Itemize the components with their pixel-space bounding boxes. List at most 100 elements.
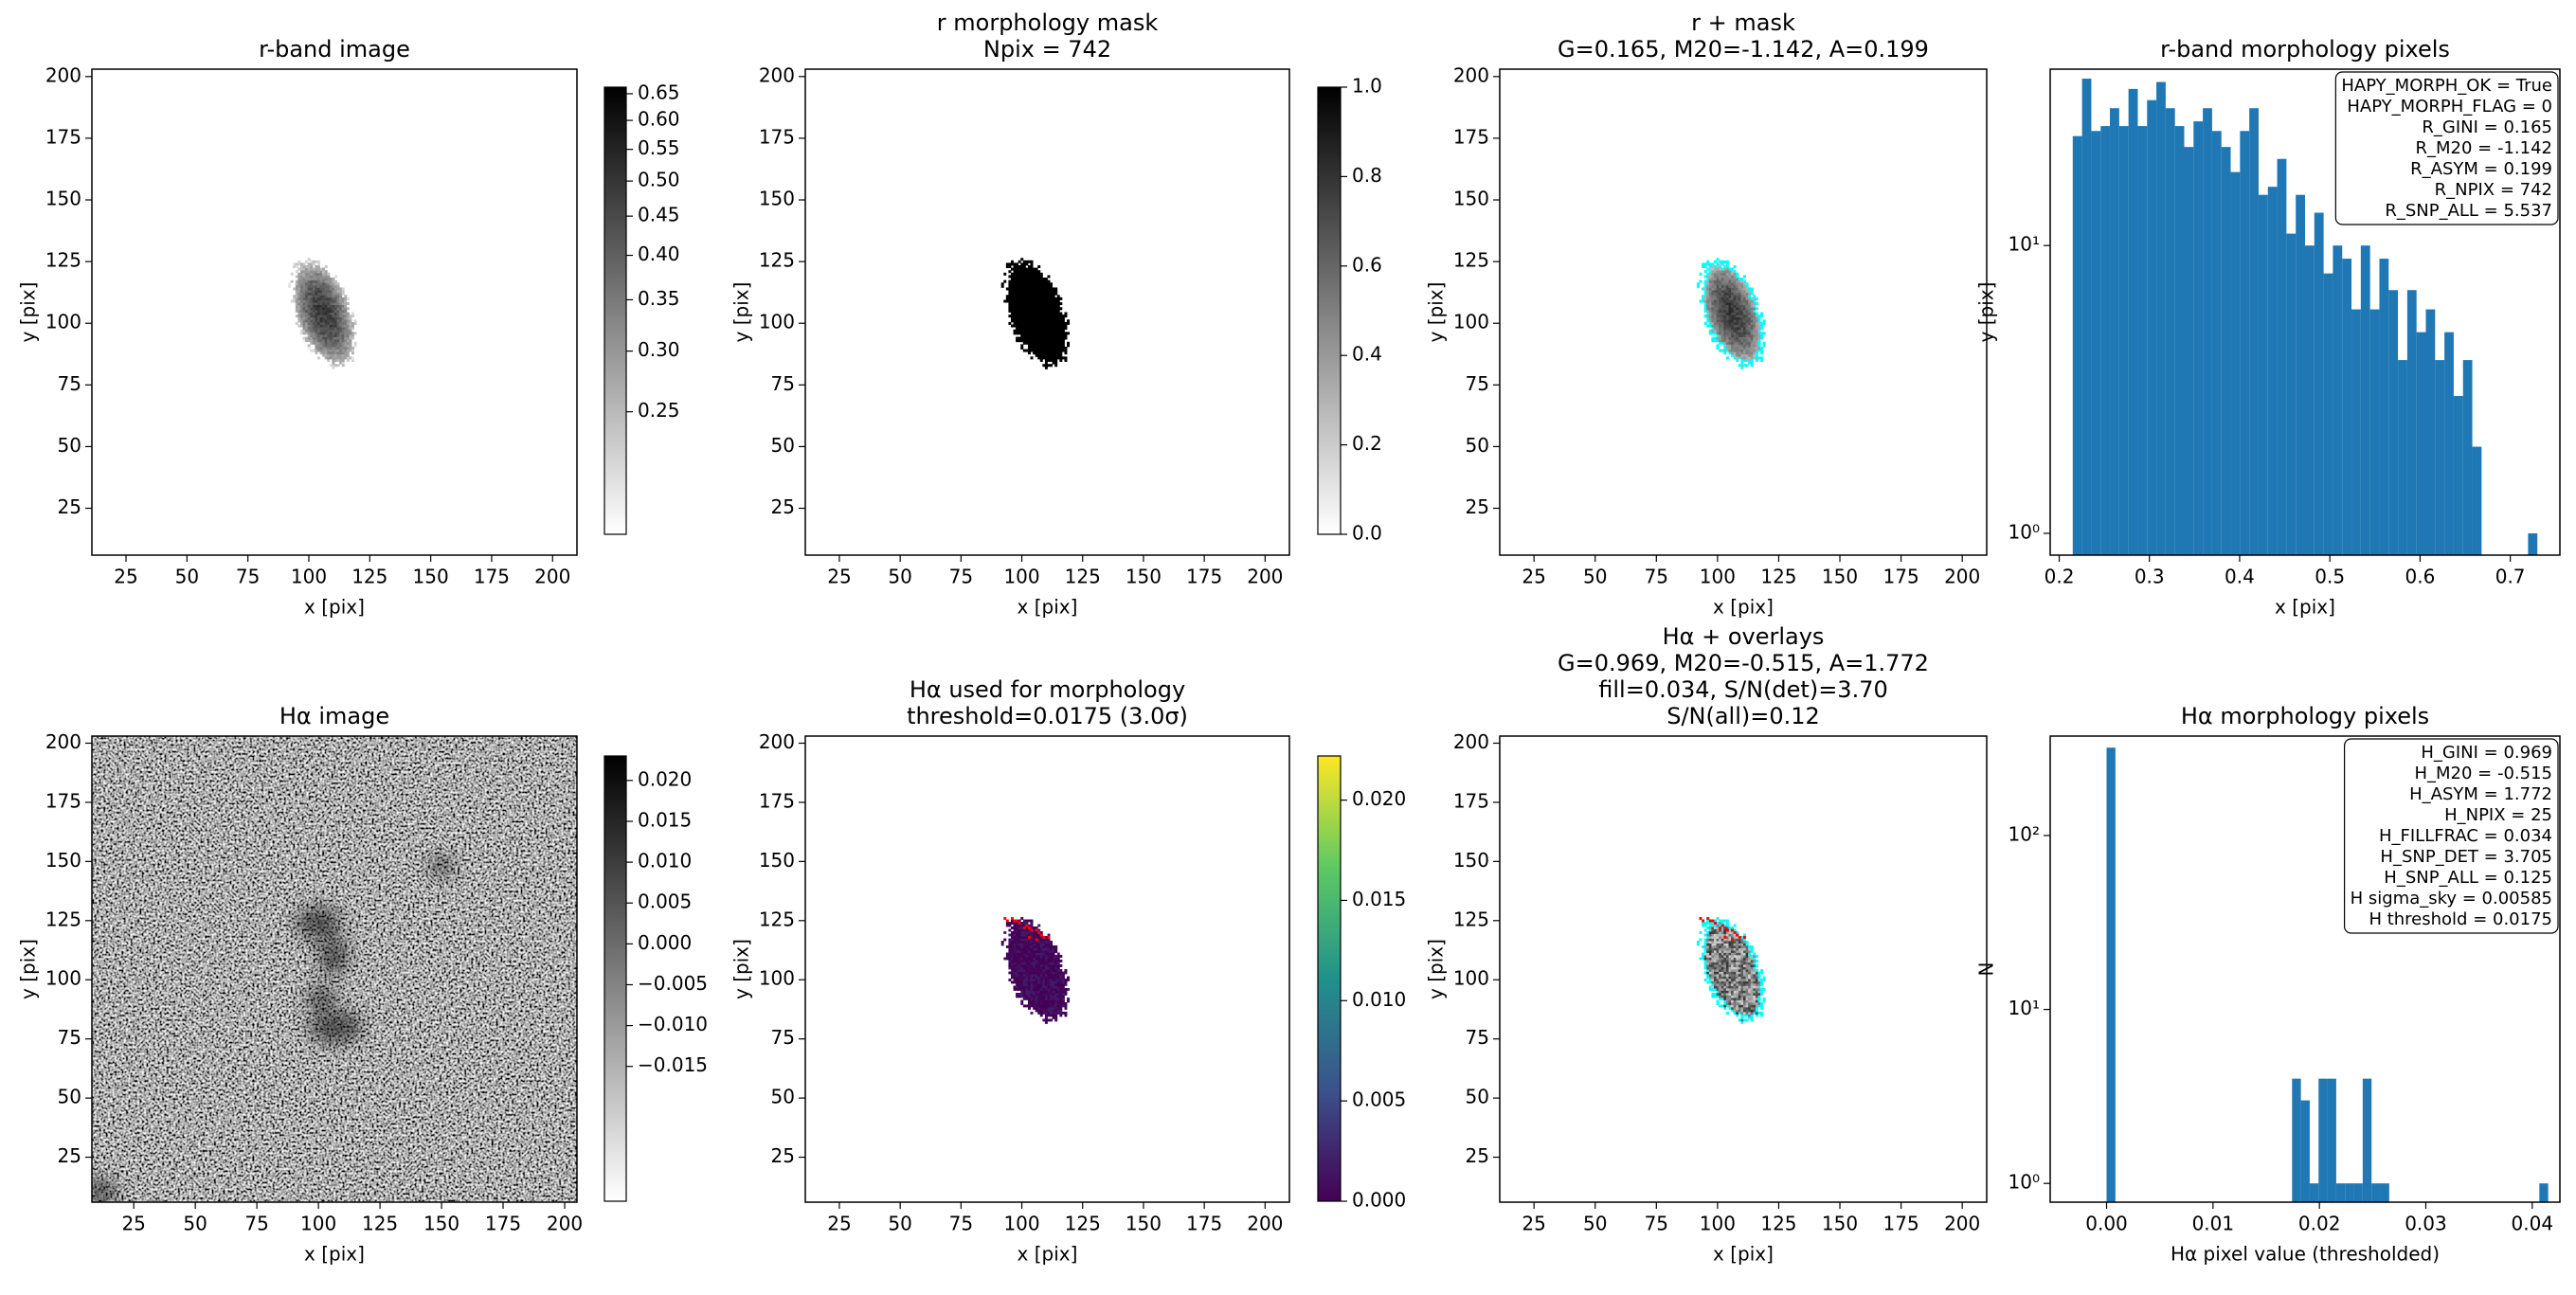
- pixel: [1010, 287, 1014, 291]
- pixel: [315, 341, 318, 345]
- pixel: [336, 327, 340, 331]
- pixel: [1720, 282, 1724, 286]
- pixel: [302, 332, 306, 335]
- pixel: [1010, 279, 1014, 283]
- pixel: [1740, 356, 1744, 360]
- pixel: [1728, 971, 1732, 975]
- pixel: [1047, 1001, 1051, 1005]
- pixel: [1745, 324, 1749, 328]
- pixel: [336, 333, 340, 337]
- bar: [2472, 446, 2482, 555]
- pixel: [1030, 982, 1034, 986]
- pixel: [1702, 262, 1705, 266]
- pixel: [1042, 279, 1046, 283]
- pixel: [346, 327, 350, 331]
- pixel: [334, 279, 337, 283]
- pixel: [1052, 319, 1055, 323]
- bar: [2296, 194, 2305, 555]
- pixel: [1743, 341, 1746, 345]
- pixel: [1022, 955, 1026, 958]
- pixel: [1736, 1006, 1739, 1010]
- pixel: [307, 258, 311, 261]
- pixel: [1714, 275, 1717, 279]
- pixel: [1723, 299, 1727, 303]
- pixel: [1711, 312, 1715, 315]
- pixel: [1703, 275, 1707, 279]
- pixel: [1725, 312, 1729, 315]
- bar: [2318, 1078, 2328, 1202]
- pixel: [1039, 279, 1043, 283]
- y-tick-label: 125: [759, 249, 795, 272]
- pixel: [1736, 1009, 1739, 1013]
- pixel: [1030, 333, 1034, 337]
- annotation: R_ASYM = 0.199: [2410, 159, 2552, 179]
- pixel: [1042, 971, 1046, 975]
- pixel: [1740, 324, 1744, 328]
- pixel: [1745, 336, 1749, 340]
- pixel: [299, 329, 303, 333]
- pixel: [1013, 284, 1017, 288]
- axes-frame: [1499, 735, 1988, 1203]
- pixel: [1731, 960, 1735, 962]
- pixel: [1723, 278, 1727, 281]
- pixel: [1037, 999, 1041, 1003]
- pixel: [1736, 931, 1739, 934]
- pixel: [1022, 304, 1026, 308]
- pixel: [1711, 966, 1715, 970]
- pixel: [315, 321, 318, 325]
- pixel: [334, 336, 337, 340]
- pixel: [334, 297, 337, 300]
- pixel: [322, 292, 326, 296]
- pixel: [1716, 287, 1720, 291]
- pixel: [341, 358, 345, 362]
- pixel: [1052, 344, 1055, 348]
- pixel: [1056, 995, 1060, 998]
- colorbar-tick-label: 0.65: [638, 81, 680, 103]
- bar: [2211, 131, 2222, 555]
- y-tick-label: 10¹: [2009, 997, 2040, 1019]
- pixel: [1027, 341, 1031, 345]
- pixel: [1018, 307, 1021, 311]
- pixel: [1740, 336, 1744, 340]
- pixel: [1723, 329, 1727, 333]
- pixel: [324, 333, 328, 337]
- pixel: [1047, 962, 1051, 965]
- pixel: [1052, 299, 1055, 303]
- pixel: [1750, 346, 1754, 350]
- pixel: [332, 358, 335, 362]
- pixel: [1711, 945, 1715, 948]
- pixel: [1044, 976, 1048, 980]
- pixel: [299, 297, 303, 300]
- pixel: [1047, 353, 1051, 357]
- pixel: [1067, 976, 1071, 980]
- pixel: [1699, 957, 1702, 961]
- pixel: [1731, 351, 1735, 355]
- pixel: [1743, 329, 1746, 333]
- colorbar-tick-label: 0.010: [638, 850, 692, 872]
- pixel: [1047, 957, 1051, 961]
- pixel: [1743, 973, 1746, 977]
- pixel: [1020, 917, 1024, 920]
- pixel: [1748, 353, 1752, 357]
- pixel: [1703, 978, 1707, 981]
- pixel: [1016, 309, 1019, 313]
- x-tick-label: 0.2: [2045, 566, 2075, 588]
- pixel: [1027, 938, 1031, 942]
- pixel: [1016, 938, 1019, 942]
- pixel: [324, 353, 328, 357]
- pixel: [1052, 290, 1055, 294]
- x-tick-label: 75: [236, 566, 260, 588]
- pixel: [1719, 931, 1722, 934]
- pixel: [1708, 924, 1712, 927]
- pixel: [316, 284, 320, 288]
- pixel: [1723, 973, 1727, 977]
- pixel: [1703, 947, 1707, 951]
- pixel: [1743, 316, 1746, 320]
- pixel: [1696, 943, 1700, 946]
- pixel: [1731, 299, 1735, 303]
- pixel: [1054, 339, 1058, 343]
- pixel: [1033, 936, 1036, 939]
- pixel: [1720, 997, 1724, 1000]
- pixel: [1711, 282, 1715, 286]
- pixel: [1030, 356, 1034, 360]
